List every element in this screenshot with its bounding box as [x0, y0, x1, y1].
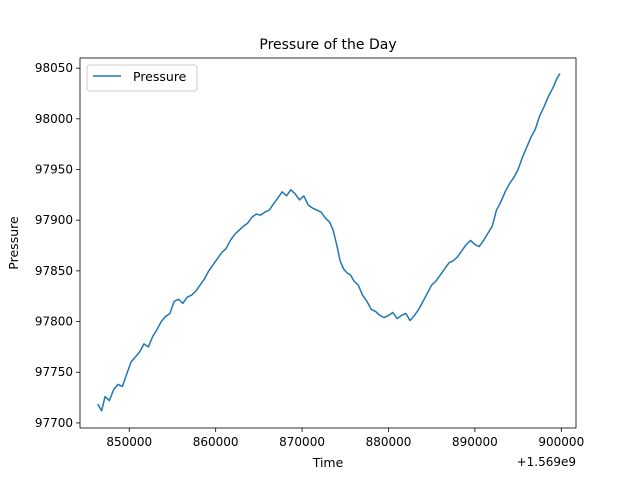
chart-title: Pressure of the Day — [259, 37, 396, 53]
y-tick-label: 97750 — [35, 365, 73, 379]
plot-frame — [79, 57, 577, 429]
y-axis-ticks: 97700 97750 97800 97850 97900 97950 98000 98050 — [35, 61, 80, 430]
x-tick-label: 870000 — [279, 435, 325, 449]
plot-area — [80, 58, 576, 428]
y-tick-label: 98000 — [35, 112, 73, 126]
y-tick-label: 97900 — [35, 213, 73, 227]
y-tick-label: 97950 — [35, 163, 73, 177]
x-tick-label: 860000 — [193, 435, 239, 449]
x-tick-label: 880000 — [366, 435, 412, 449]
y-axis-label: Pressure — [6, 216, 21, 270]
legend-box — [86, 64, 198, 92]
y-tick-label: 97850 — [35, 264, 73, 278]
legend-label-pressure: Pressure — [133, 69, 187, 84]
y-tick-label: 97800 — [35, 315, 73, 329]
x-axis-label: Time — [312, 455, 344, 470]
x-tick-label: 900000 — [538, 435, 584, 449]
y-tick-label: 97700 — [35, 416, 73, 430]
pressure-series-line — [97, 73, 561, 412]
x-axis-offset-label: +1.569e9 — [517, 455, 576, 469]
y-tick-label: 98050 — [35, 61, 73, 75]
x-axis-ticks: 850000 860000 870000 880000 890000 900000 — [106, 428, 584, 449]
legend: Pressure — [86, 64, 198, 92]
x-tick-label: 890000 — [452, 435, 498, 449]
x-tick-label: 850000 — [106, 435, 152, 449]
